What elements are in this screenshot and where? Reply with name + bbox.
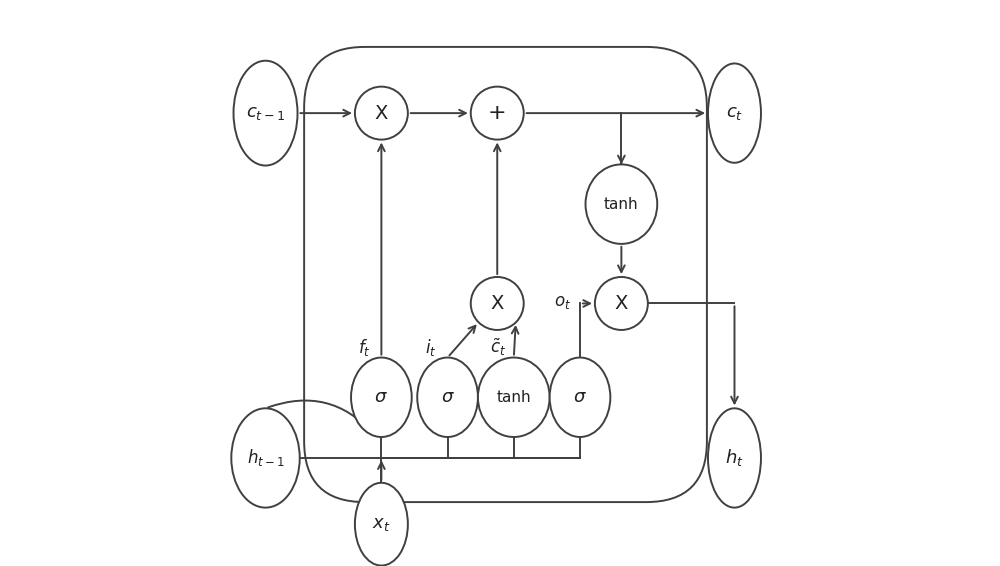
Text: $h_{t-1}$: $h_{t-1}$ xyxy=(247,448,284,469)
Text: $c_t$: $c_t$ xyxy=(726,104,743,122)
Ellipse shape xyxy=(478,358,550,437)
Text: $x_t$: $x_t$ xyxy=(372,515,391,533)
Text: $c_{t-1}$: $c_{t-1}$ xyxy=(246,104,285,122)
Ellipse shape xyxy=(586,165,657,244)
Ellipse shape xyxy=(708,63,761,163)
Ellipse shape xyxy=(351,358,412,437)
Ellipse shape xyxy=(234,61,298,165)
Circle shape xyxy=(471,87,524,140)
Circle shape xyxy=(355,87,408,140)
Text: $o_t$: $o_t$ xyxy=(554,293,571,311)
Text: X: X xyxy=(375,104,388,123)
Ellipse shape xyxy=(231,408,300,508)
Text: X: X xyxy=(491,294,504,313)
Ellipse shape xyxy=(708,408,761,508)
Text: $f_t$: $f_t$ xyxy=(358,337,371,358)
Text: $\sigma$: $\sigma$ xyxy=(441,388,455,406)
Text: $\tilde{c}_t$: $\tilde{c}_t$ xyxy=(490,337,506,358)
Text: $h_t$: $h_t$ xyxy=(725,448,744,469)
Text: tanh: tanh xyxy=(604,196,639,212)
Text: +: + xyxy=(488,103,507,123)
Ellipse shape xyxy=(550,358,610,437)
Ellipse shape xyxy=(355,483,408,565)
Text: $\sigma$: $\sigma$ xyxy=(374,388,388,406)
Text: $\sigma$: $\sigma$ xyxy=(573,388,587,406)
Circle shape xyxy=(471,277,524,330)
Ellipse shape xyxy=(417,358,478,437)
Text: X: X xyxy=(615,294,628,313)
Text: tanh: tanh xyxy=(496,390,531,405)
Text: $i_t$: $i_t$ xyxy=(425,337,437,358)
Circle shape xyxy=(595,277,648,330)
